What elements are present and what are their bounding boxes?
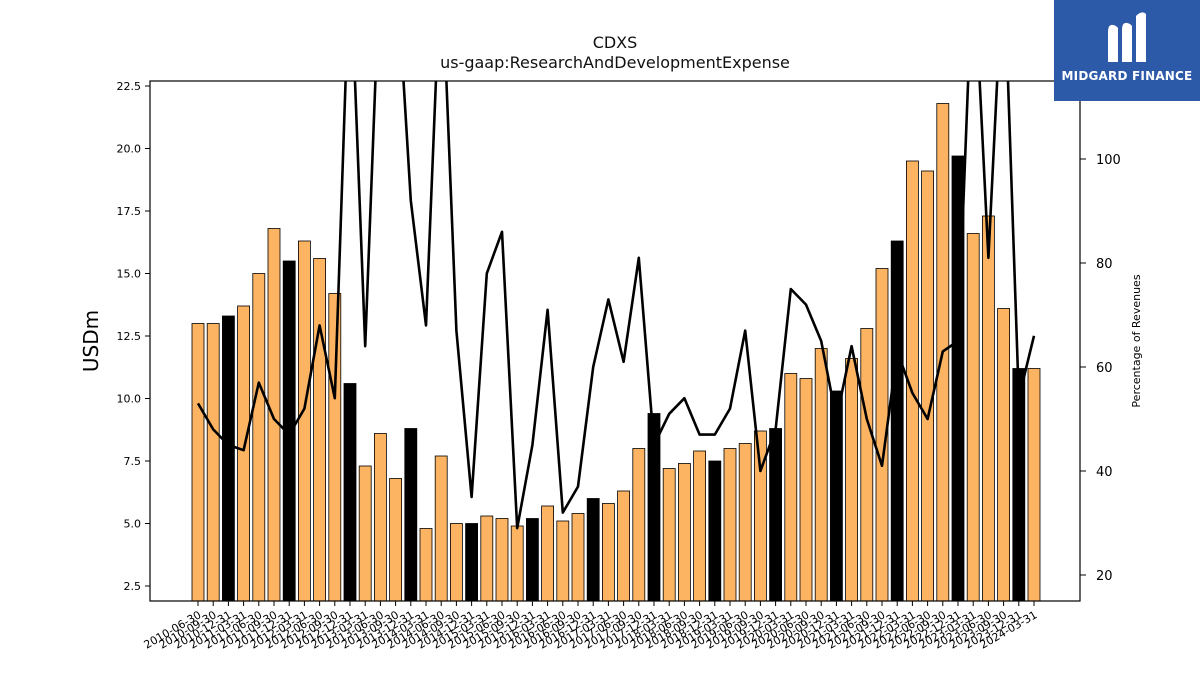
bar xyxy=(586,498,600,601)
bar xyxy=(526,518,539,601)
bar xyxy=(966,233,980,601)
bar xyxy=(875,268,889,601)
y-tick-label: 5.0 xyxy=(124,518,142,531)
bar xyxy=(678,463,691,601)
y2-tick-label: 80 xyxy=(1096,257,1113,272)
left-y-axis: 2.5 5.0 7.5 10.0 12.5 15.0 17.5 20.0 22.5 xyxy=(117,80,150,593)
y2-tick-label: 20 xyxy=(1096,569,1113,584)
bar xyxy=(708,460,722,601)
bar xyxy=(267,228,281,601)
y2-tick-label: 40 xyxy=(1096,465,1113,480)
y-tick-label: 7.5 xyxy=(124,455,142,468)
bar xyxy=(358,465,372,601)
plot-frame xyxy=(149,80,1081,602)
bar xyxy=(419,528,433,601)
bar xyxy=(845,358,858,601)
y-tick-label: 2.5 xyxy=(124,580,142,593)
y2-axis-label: Percentage of Revenues xyxy=(1130,274,1143,407)
bar xyxy=(738,443,752,601)
bar xyxy=(449,523,463,601)
y-tick-label: 12.5 xyxy=(117,330,142,343)
percentage-of-revenues-line xyxy=(196,81,1036,530)
bar xyxy=(632,448,646,601)
y-tick-label: 17.5 xyxy=(117,205,142,218)
chart-subtitle: us-gaap:ResearchAndDevelopmentExpense xyxy=(440,53,790,72)
right-y-axis: 20 40 60 80 100 xyxy=(1080,153,1121,584)
bar xyxy=(693,450,706,601)
bar xyxy=(982,215,995,601)
y-tick-label: 22.5 xyxy=(117,80,142,93)
bar xyxy=(495,518,509,601)
bar xyxy=(662,468,676,601)
bar xyxy=(434,455,448,601)
bar xyxy=(282,260,296,601)
bar xyxy=(343,383,357,601)
bar xyxy=(328,293,342,601)
y2-tick-label: 60 xyxy=(1096,361,1113,376)
bar xyxy=(191,323,205,601)
bar xyxy=(206,323,220,601)
bar xyxy=(297,240,311,601)
y-axis-label: USDm xyxy=(79,310,103,372)
bar xyxy=(252,273,266,601)
chart-title: CDXS xyxy=(592,33,638,52)
bar xyxy=(921,170,934,601)
bar xyxy=(510,525,524,601)
bar xyxy=(906,160,919,601)
bar xyxy=(373,433,387,601)
y-tick-label: 10.0 xyxy=(117,393,142,406)
x-axis: 2010-06-302010-09-302010-12-312011-03-31… xyxy=(142,601,1040,652)
bar xyxy=(1027,368,1041,601)
bar xyxy=(830,390,843,601)
bar xyxy=(541,505,554,601)
bar xyxy=(1012,368,1026,601)
bar xyxy=(799,378,813,601)
percentage-line-series xyxy=(196,81,1036,530)
bar xyxy=(480,515,494,601)
bar xyxy=(237,305,251,601)
bar xyxy=(890,240,904,601)
bar xyxy=(647,413,661,601)
bar-series xyxy=(191,103,1041,601)
bar xyxy=(221,315,235,601)
bar xyxy=(404,428,418,601)
bar xyxy=(769,428,782,601)
bar xyxy=(784,373,798,601)
bar xyxy=(997,308,1010,601)
bar xyxy=(814,348,828,601)
midgard-logo-icon xyxy=(1108,12,1146,62)
bar xyxy=(389,478,403,601)
bar xyxy=(617,490,630,601)
midgard-finance-logo: MIDGARD FINANCE xyxy=(1054,0,1200,101)
bar xyxy=(556,520,570,601)
y-tick-label: 20.0 xyxy=(117,143,142,156)
bar xyxy=(602,503,615,601)
y-tick-label: 15.0 xyxy=(117,268,142,281)
bar xyxy=(465,523,479,601)
bar xyxy=(313,258,327,601)
bar xyxy=(860,328,874,601)
bar xyxy=(754,430,767,601)
bar xyxy=(571,513,585,601)
bar xyxy=(723,448,737,601)
y2-tick-label: 100 xyxy=(1096,153,1121,168)
